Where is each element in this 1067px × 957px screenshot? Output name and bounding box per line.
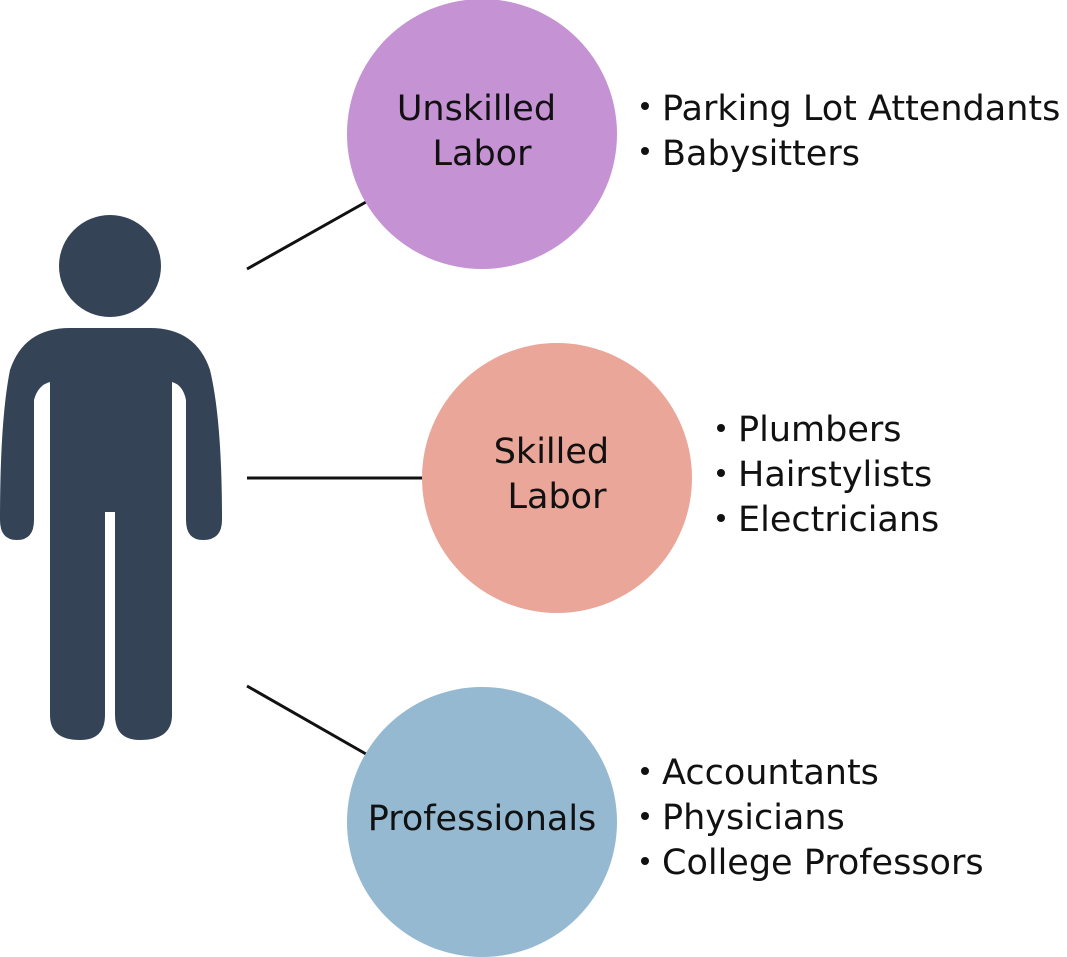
bullet-dot (717, 424, 725, 432)
svg-text:Skilled Labor: Skilled Labor (494, 432, 621, 517)
list-item-skilled-3: Electricians (738, 500, 939, 540)
node-label-skilled-line1: Skilled (494, 432, 609, 472)
person-icon (0, 215, 222, 740)
bullet-dot (717, 469, 725, 477)
node-label-unskilled-line1: Unskilled (397, 89, 556, 129)
bullet-dot (641, 147, 649, 155)
person-body (0, 328, 222, 740)
bullet-list-professionals: Accountants Physicians College Professor… (641, 753, 984, 883)
node-circle-professionals (347, 687, 617, 957)
bullet-list-skilled: Plumbers Hairstylists Electricians (717, 410, 939, 540)
person-head (59, 215, 161, 317)
bullet-list-unskilled: Parking Lot Attendants Babysitters (641, 89, 1060, 174)
svg-text:Professionals: Professionals (368, 799, 597, 839)
node-circle-unskilled (347, 0, 617, 269)
list-item-professionals-1: Accountants (662, 753, 879, 793)
node-unskilled-labor: Unskilled Labor (347, 0, 617, 269)
node-professionals: Professionals (347, 687, 617, 957)
connector-professionals (246, 684, 367, 756)
svg-text:Unskilled Labor: Unskilled Labor (397, 89, 567, 174)
node-label-professionals: Professionals (368, 799, 597, 839)
connector-unskilled (246, 200, 367, 271)
list-item-professionals-2: Physicians (662, 798, 845, 838)
list-item-skilled-2: Hairstylists (738, 455, 932, 495)
node-label-unskilled-line2: Labor (433, 134, 533, 174)
bullet-dot (641, 857, 649, 865)
node-circle-skilled (422, 343, 692, 613)
list-item-unskilled-1: Parking Lot Attendants (662, 89, 1060, 129)
node-skilled-labor: Skilled Labor (422, 343, 692, 613)
list-item-unskilled-2: Babysitters (662, 134, 860, 174)
bullet-dot (641, 102, 649, 110)
bullet-dot (641, 767, 649, 775)
bullet-dot (641, 812, 649, 820)
node-label-skilled-line2: Labor (508, 477, 608, 517)
list-item-professionals-3: College Professors (662, 843, 984, 883)
bullet-dot (717, 514, 725, 522)
list-item-skilled-1: Plumbers (738, 410, 901, 450)
